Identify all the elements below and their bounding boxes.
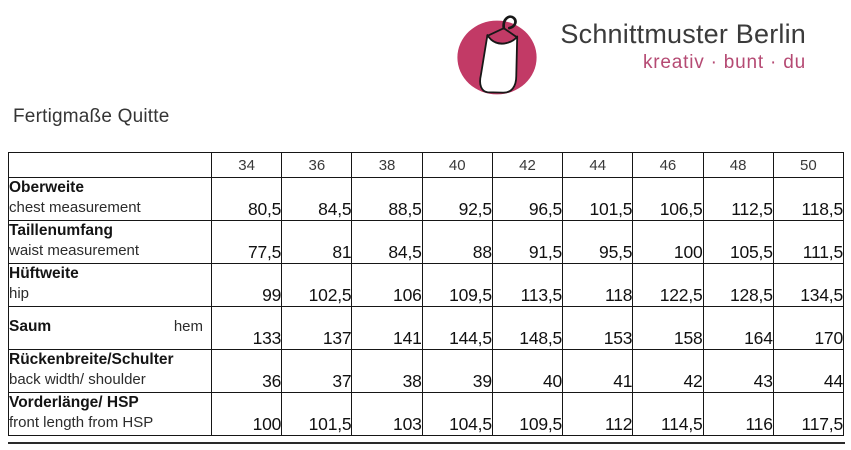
table-row-1: Oberweite chest measurement 80,5 84,5 88,5 92… [8,177,845,221]
table-row-5: Rückenbreite/Schulter back width/ shoulde… [8,349,845,393]
row-label-en: hip [9,285,30,302]
size-header-40: 40 [421,152,493,178]
value-cell-size-34: 99 [210,263,283,307]
value-cell-size-34: 80,5 [210,177,283,221]
row-label-cell: Vorderlänge/ HSP front length from HSP [8,392,212,436]
bottom-rule [8,442,845,444]
corner-cell [8,152,212,178]
value-cell-size-38: 103 [351,392,423,436]
table-row-2: Taillenumfang waist measurement 77,5 81 84,5… [8,220,845,264]
value-cell-size-38: 88,5 [351,177,423,221]
row-label-de: Rückenbreite/Schulter [9,351,174,368]
row-label-de: Hüftweite [9,265,79,282]
row-label-en: back width/ shoulder [9,371,146,388]
value-cell-size-46: 100 [632,220,704,264]
value-cell-size-50: 134,5 [772,263,845,307]
row-label-cell: Saum hem [8,306,212,350]
value-cell-size-46: 106,5 [632,177,704,221]
value-cell-size-48: 116 [702,392,774,436]
row-label-de: Vorderlänge/ HSP [9,394,139,411]
value-cell-size-40: 92,5 [421,177,493,221]
size-header-46: 46 [632,152,704,178]
value-cell-size-50: 118,5 [772,177,845,221]
size-header-row: 34 36 38 40 42 44 46 48 50 [8,152,845,178]
value-cell-size-42: 148,5 [491,306,564,350]
row-label-cell: Taillenumfang waist measurement [8,220,212,264]
value-cell-size-44: 153 [562,306,634,350]
value-cell-size-48: 164 [702,306,774,350]
value-cell-size-40: 39 [421,349,493,393]
value-cell-size-44: 41 [562,349,634,393]
table-row-4: Saum hem 133 137 141 144,5 148,5 153 158 164 170 [8,306,845,350]
row-label-cell: Rückenbreite/Schulter back width/ shoulde… [8,349,212,393]
value-cell-size-36: 81 [281,220,353,264]
row-label-en: chest measurement [9,199,141,216]
value-cell-size-48: 105,5 [702,220,774,264]
value-cell-size-50: 170 [772,306,845,350]
size-header-48: 48 [702,152,774,178]
brand-logo: Schnittmuster Berlin kreativ · bunt · du [452,6,808,98]
table-row-3: Hüftweite hip 99 102,5 106 109,5 113,5 118 122,5… [8,263,845,307]
size-header-38: 38 [351,152,423,178]
value-cell-size-34: 77,5 [210,220,283,264]
table-row-6: Vorderlänge/ HSP front length from HSP 100… [8,392,845,436]
value-cell-size-42: 91,5 [491,220,564,264]
value-cell-size-40: 88 [421,220,493,264]
value-cell-size-44: 95,5 [562,220,634,264]
value-cell-size-38: 84,5 [351,220,423,264]
value-cell-size-36: 137 [281,306,353,350]
value-cell-size-46: 114,5 [632,392,704,436]
value-cell-size-38: 38 [351,349,423,393]
row-label-en: hem [173,318,203,335]
value-cell-size-42: 40 [491,349,564,393]
value-cell-size-44: 118 [562,263,634,307]
value-cell-size-46: 122,5 [632,263,704,307]
size-header-34: 34 [210,152,283,178]
row-label-cell: Hüftweite hip [8,263,212,307]
value-cell-size-48: 112,5 [702,177,774,221]
brand-tagline: kreativ · bunt · du [642,52,806,73]
size-header-42: 42 [491,152,564,178]
value-cell-size-40: 109,5 [421,263,493,307]
value-cell-size-40: 144,5 [421,306,493,350]
value-cell-size-36: 101,5 [281,392,353,436]
row-label-de: Saum [9,318,52,335]
row-label-de: Oberweite [9,179,84,196]
row-label-de: Taillenumfang [9,222,113,239]
value-cell-size-40: 104,5 [421,392,493,436]
value-cell-size-48: 43 [702,349,774,393]
brand-name: Schnittmuster Berlin [560,19,806,49]
row-label-en: front length from HSP [9,414,154,431]
value-cell-size-34: 133 [210,306,283,350]
value-cell-size-42: 96,5 [491,177,564,221]
row-label-en: waist measurement [9,242,140,259]
size-header-44: 44 [562,152,634,178]
value-cell-size-36: 84,5 [281,177,353,221]
row-label-cell: Oberweite chest measurement [8,177,212,221]
value-cell-size-42: 109,5 [491,392,564,436]
size-table: 34 36 38 40 42 44 46 48 50 Oberweite chest measur… [8,152,845,436]
value-cell-size-44: 112 [562,392,634,436]
value-cell-size-42: 113,5 [491,263,564,307]
page-title: Fertigmaße Quitte [13,106,170,127]
dress-hanger-icon [457,15,537,95]
value-cell-size-36: 102,5 [281,263,353,307]
value-cell-size-46: 42 [632,349,704,393]
value-cell-size-36: 37 [281,349,353,393]
value-cell-size-38: 141 [351,306,423,350]
value-cell-size-34: 36 [210,349,283,393]
value-cell-size-34: 100 [210,392,283,436]
value-cell-size-44: 101,5 [562,177,634,221]
size-header-36: 36 [281,152,353,178]
value-cell-size-50: 111,5 [772,220,845,264]
value-cell-size-46: 158 [632,306,704,350]
value-cell-size-50: 44 [772,349,845,393]
brand-text-block: Schnittmuster Berlin kreativ · bunt · du [546,19,806,74]
size-header-50: 50 [772,152,845,178]
value-cell-size-38: 106 [351,263,423,307]
value-cell-size-50: 117,5 [772,392,845,436]
value-cell-size-48: 128,5 [702,263,774,307]
